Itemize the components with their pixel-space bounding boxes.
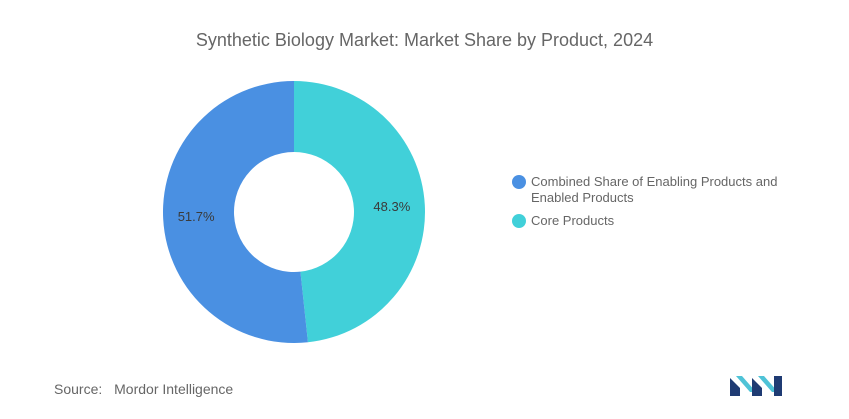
logo-shape bbox=[736, 376, 756, 392]
logo-shape bbox=[758, 376, 778, 392]
slice-label-enabling: 51.7% bbox=[178, 209, 215, 224]
slice-enabling-products bbox=[163, 81, 308, 343]
slices-group bbox=[163, 81, 426, 343]
logo-shape bbox=[752, 378, 762, 396]
legend-swatch bbox=[512, 175, 526, 189]
logo-shape bbox=[730, 378, 740, 396]
source-name: Mordor Intelligence bbox=[114, 381, 234, 397]
labels-group: 48.3% 51.7% bbox=[178, 199, 411, 224]
source-label: Source: bbox=[54, 381, 103, 397]
source-note: Source: Mordor Intelligence bbox=[54, 381, 233, 397]
legend-label: Core Products bbox=[531, 213, 615, 228]
legend-item-enabling: Combined Share of Enabling Products and … bbox=[512, 174, 812, 206]
slice-label-core: 48.3% bbox=[373, 199, 410, 214]
legend-item-core: Core Products bbox=[512, 213, 812, 229]
slice-core-products bbox=[294, 81, 426, 343]
chart-title: Synthetic Biology Market: Market Share b… bbox=[195, 30, 654, 50]
legend-swatch bbox=[512, 214, 526, 228]
mordor-logo-icon bbox=[730, 376, 782, 396]
legend: Combined Share of Enabling Products and … bbox=[512, 174, 812, 236]
legend-label: Combined Share of Enabling Products and … bbox=[531, 174, 778, 205]
logo-shape bbox=[774, 376, 782, 396]
